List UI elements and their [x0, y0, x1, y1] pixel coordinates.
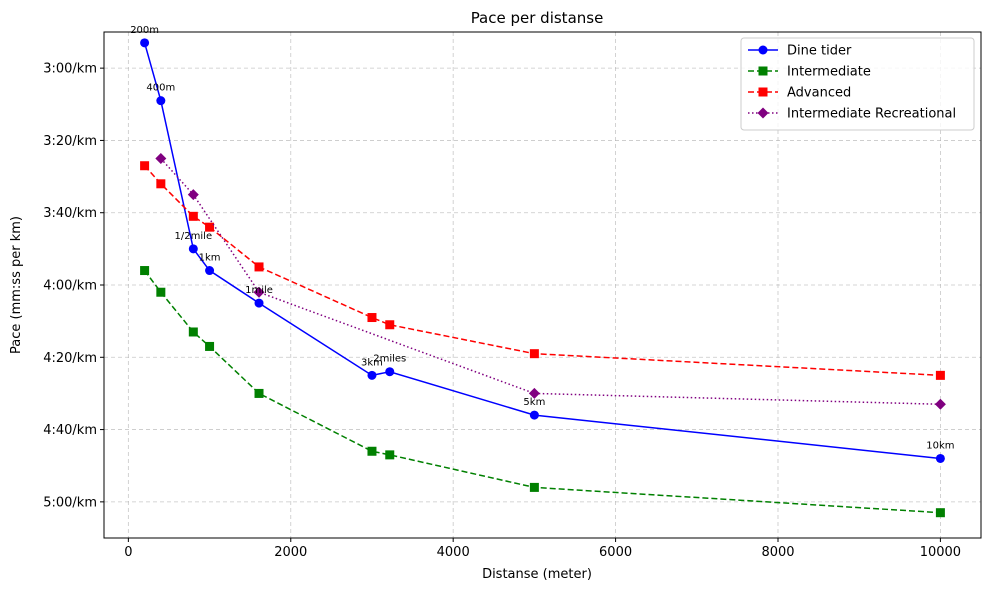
- point-label: 400m: [146, 83, 175, 94]
- data-point-dine-tider: [935, 453, 945, 463]
- point-label: 3km: [361, 357, 383, 368]
- data-point-intermediate: [367, 446, 377, 456]
- y-tick-label: 3:20/km: [43, 134, 97, 149]
- point-label: 1km: [199, 253, 221, 264]
- data-point-intermediate: [188, 327, 198, 337]
- data-point-advanced: [254, 262, 264, 272]
- data-point-advanced: [156, 179, 166, 189]
- y-axis-label: Pace (mm:ss per km): [9, 216, 24, 354]
- legend-marker: [758, 45, 768, 55]
- x-tick-label: 4000: [437, 545, 470, 560]
- data-point-dine-tider: [254, 298, 264, 308]
- data-point-intermediate-recreational: [253, 286, 265, 298]
- data-point-advanced: [140, 161, 150, 171]
- legend-marker: [758, 66, 768, 76]
- x-tick-label: 8000: [761, 545, 794, 560]
- data-point-intermediate-recreational: [155, 153, 167, 164]
- data-point-advanced: [205, 222, 215, 232]
- data-point-intermediate: [156, 287, 166, 297]
- x-tick-label: 6000: [599, 545, 632, 560]
- point-label: 200m: [130, 25, 159, 36]
- legend-frame: [740, 37, 975, 131]
- data-point-dine-tider: [367, 370, 377, 380]
- series-layer: [140, 38, 946, 518]
- data-point-dine-tider: [156, 96, 166, 106]
- data-point-dine-tider: [385, 367, 395, 377]
- point-label: 5km: [523, 397, 545, 408]
- data-point-intermediate: [529, 482, 539, 492]
- y-tick-label: 5:00/km: [43, 495, 97, 510]
- data-point-dine-tider: [529, 410, 539, 420]
- series-intermediate: [140, 266, 945, 518]
- data-point-dine-tider: [205, 266, 215, 276]
- y-tick-label: 4:00/km: [43, 279, 97, 294]
- y-tick-label: 3:40/km: [43, 206, 97, 221]
- data-point-advanced: [367, 313, 377, 323]
- y-tick-label: 4:20/km: [43, 351, 97, 366]
- x-tick-label: 2000: [274, 545, 307, 560]
- legend: Dine tider Intermediate Advanced Intermedia…: [740, 37, 975, 131]
- y-tick-label: 4:40/km: [43, 423, 97, 438]
- data-point-advanced: [188, 211, 198, 221]
- legend-marker: [757, 107, 769, 119]
- legend-entry: Intermediate Recreational: [787, 107, 956, 122]
- data-point-advanced: [385, 320, 395, 330]
- chart-title: Pace per distanse: [471, 9, 604, 27]
- legend-entry: Dine tider: [787, 44, 852, 59]
- point-label: 1mile: [245, 285, 273, 296]
- series-line-intermediate-recreational: [160, 157, 941, 406]
- data-point-intermediate: [254, 388, 264, 398]
- point-label: 2miles: [373, 354, 406, 365]
- data-point-intermediate: [205, 341, 215, 351]
- series-intermediate-recreational: [155, 153, 946, 410]
- y-tick-label: 3:00/km: [43, 62, 97, 77]
- data-point-intermediate: [935, 508, 945, 518]
- data-point-intermediate-recreational: [934, 398, 946, 410]
- series-dine-tider: [140, 38, 945, 463]
- data-point-advanced: [935, 370, 945, 380]
- legend-marker: [758, 87, 768, 97]
- point-label: 10km: [926, 440, 954, 451]
- legend-entry: Advanced: [787, 86, 851, 101]
- point-label: 1/2mile: [175, 231, 213, 242]
- data-point-intermediate-recreational: [528, 387, 540, 399]
- data-point-advanced: [529, 349, 539, 359]
- legend-entry: Intermediate: [787, 65, 871, 80]
- data-point-dine-tider: [140, 38, 150, 48]
- data-point-intermediate-recreational: [187, 189, 199, 201]
- x-axis-label: Distanse (meter): [482, 567, 592, 582]
- series-advanced: [140, 161, 945, 380]
- axis-ticks: 0 2000 4000 6000 8000 10000 3:00/km 3:20/km 3:40…: [43, 62, 961, 560]
- x-tick-label: 10000: [920, 545, 961, 560]
- x-tick-label: 0: [124, 545, 132, 560]
- data-point-intermediate: [140, 266, 150, 276]
- data-point-dine-tider: [188, 244, 198, 254]
- data-point-intermediate: [385, 450, 395, 460]
